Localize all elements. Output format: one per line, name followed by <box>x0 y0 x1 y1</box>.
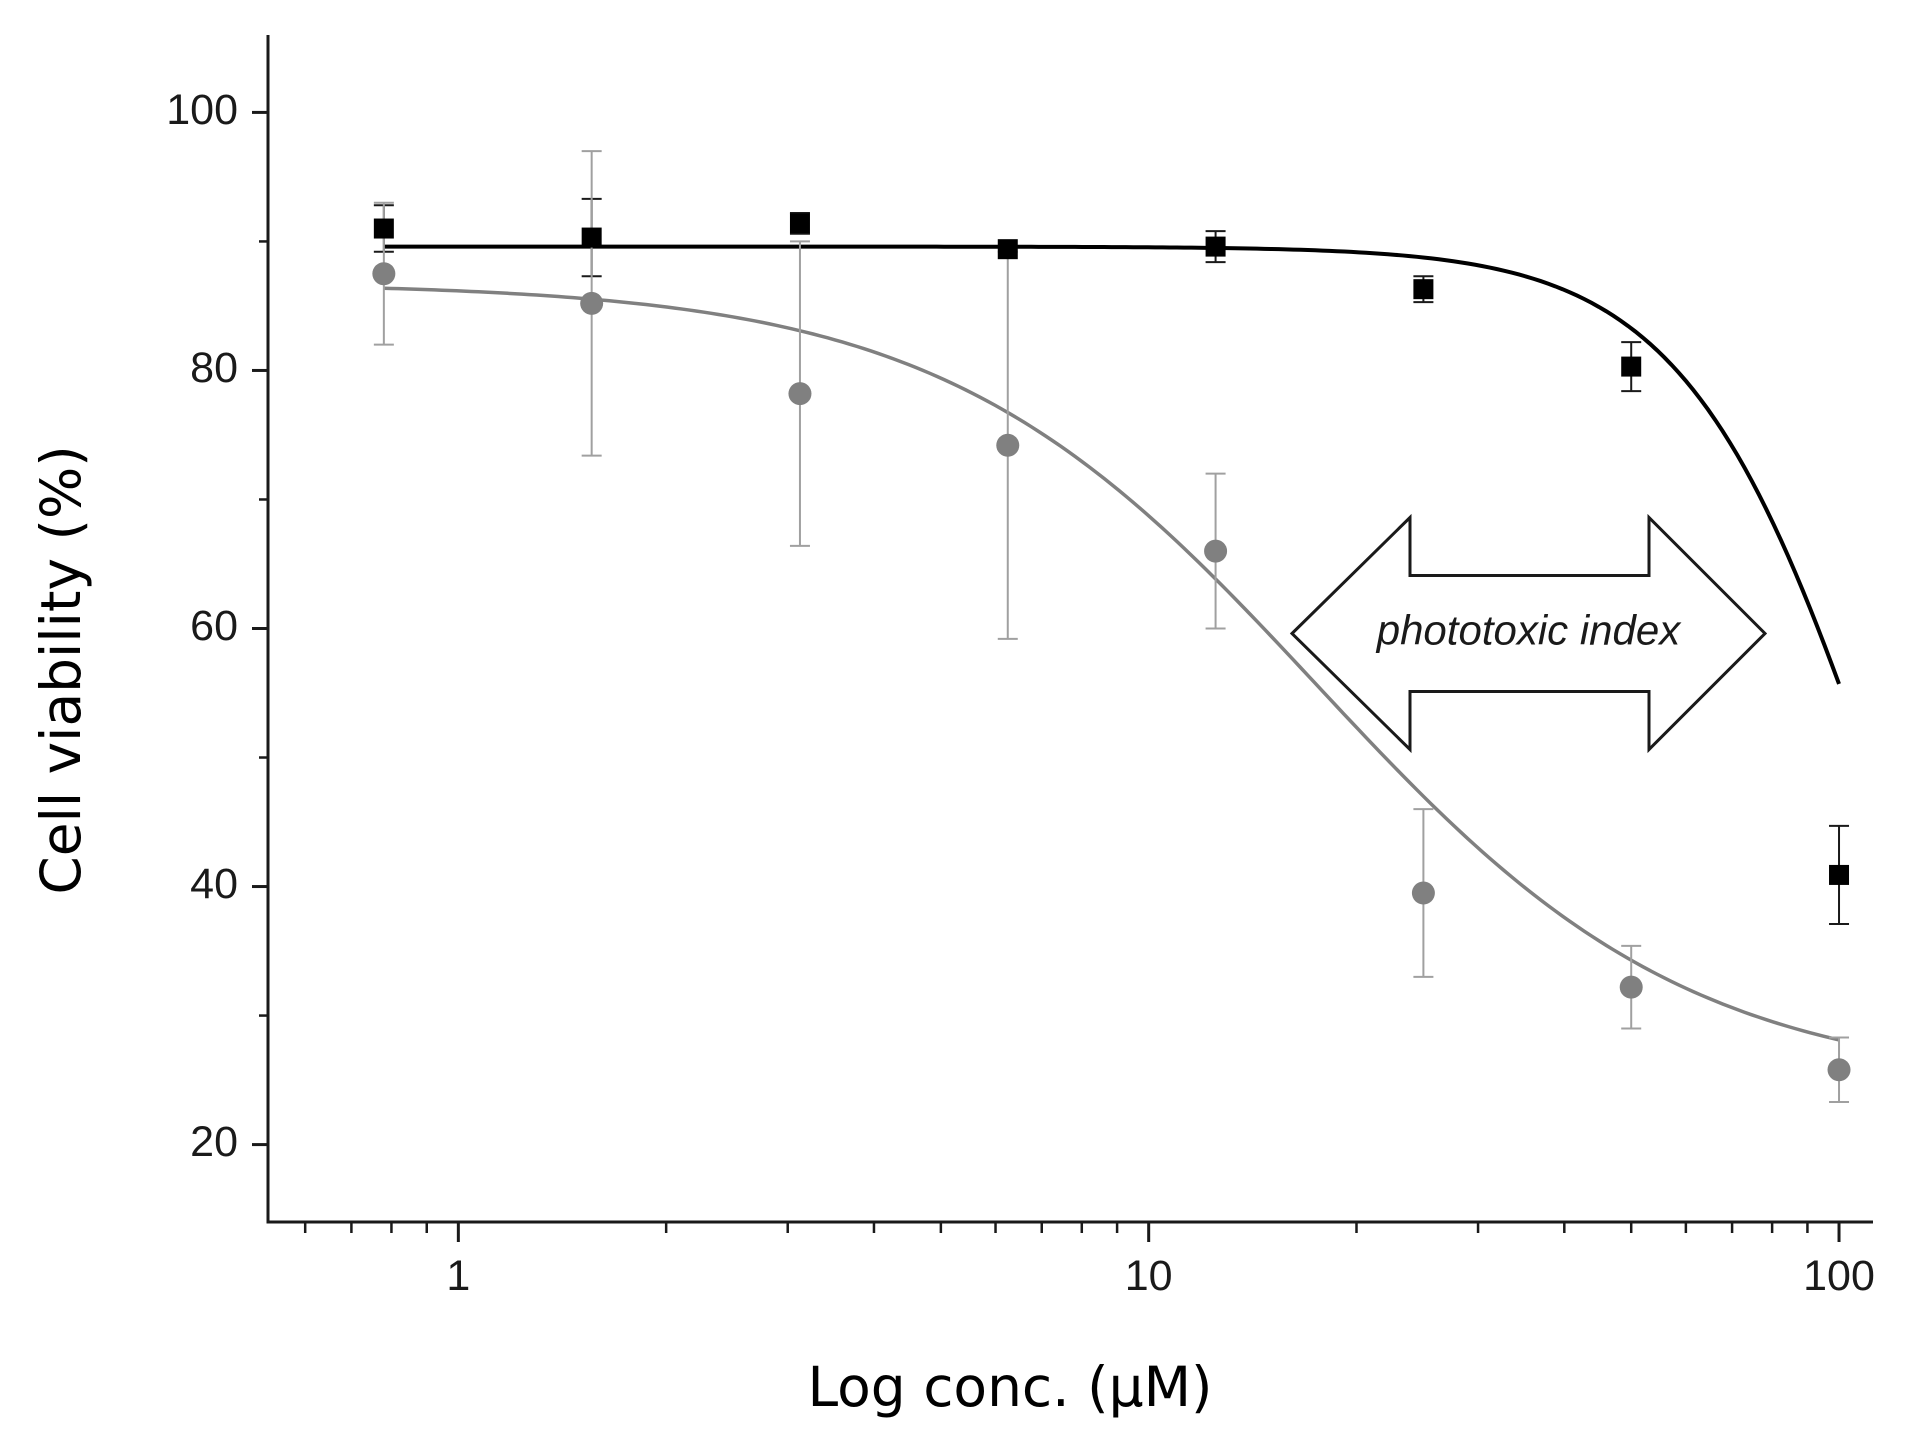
y-tick-label: 40 <box>190 860 238 908</box>
data-point-circle <box>1619 975 1643 999</box>
x-axis-title: Log conc. (μM) <box>807 1355 1212 1419</box>
data-point-circle <box>580 291 604 315</box>
data-point-square <box>373 218 394 239</box>
data-point-circle <box>996 433 1020 457</box>
annotation-layer: phototoxic index <box>1289 513 1768 754</box>
data-point-circle <box>1827 1058 1851 1082</box>
data-points-layer <box>372 213 1851 1082</box>
data-point-square <box>789 213 810 234</box>
x-tick-label: 100 <box>1803 1252 1875 1300</box>
y-axis-title: Cell viability (%) <box>29 445 93 894</box>
data-point-square <box>1829 864 1850 885</box>
x-tick-label: 1 <box>446 1252 470 1300</box>
data-point-square <box>997 239 1018 260</box>
phototoxic-index-arrow <box>1289 513 1768 754</box>
fit-curves-layer <box>383 244 1841 1042</box>
phototoxic-index-label: phototoxic index <box>1375 607 1683 654</box>
data-point-circle <box>1204 539 1228 563</box>
data-point-square <box>581 227 602 248</box>
fit-curve <box>383 286 1840 1042</box>
data-point-square <box>1413 279 1434 300</box>
y-tick-label: 100 <box>166 86 238 134</box>
y-tick-label: 20 <box>190 1118 238 1166</box>
y-tick-label: 60 <box>190 602 238 650</box>
data-point-circle <box>788 382 812 406</box>
fit-curve <box>383 244 1841 685</box>
data-point-square <box>1621 356 1642 377</box>
y-tick-label: 80 <box>190 344 238 392</box>
x-tick-label: 10 <box>1125 1252 1173 1300</box>
data-point-circle <box>372 262 396 286</box>
data-point-circle <box>1411 881 1435 905</box>
ticks-layer: 20 40 60 80 100 1 10 100 <box>166 86 1875 1300</box>
data-point-square <box>1205 236 1226 257</box>
